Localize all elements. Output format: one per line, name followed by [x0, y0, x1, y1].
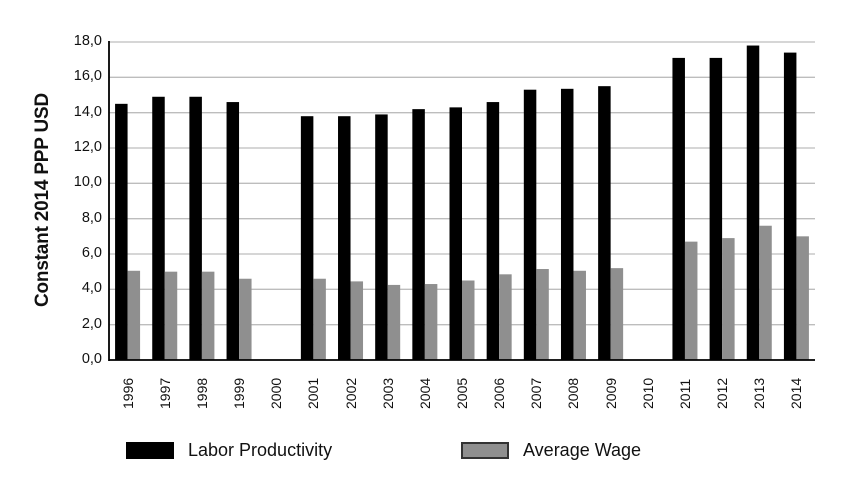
bar-average-wage: [796, 236, 809, 360]
bar-labor-productivity: [412, 109, 425, 360]
x-tick-label: 2007: [528, 377, 545, 409]
x-tick-label: 2011: [676, 378, 693, 409]
bar-average-wage: [722, 238, 735, 360]
bar-labor-productivity: [300, 116, 314, 360]
bar-average-wage: [313, 278, 326, 360]
bar-average-wage: [499, 274, 512, 360]
bar-average-wage: [201, 271, 215, 360]
legend-label-labor-productivity: Labor Productivity: [188, 439, 333, 460]
bar-labor-productivity: [523, 89, 537, 360]
bar-labor-productivity: [486, 102, 500, 361]
bar-average-wage: [239, 278, 252, 360]
bar-labor-productivity: [746, 45, 760, 361]
bar-average-wage: [610, 268, 624, 360]
y-axis-title-container: Constant 2014 PPP USD: [0, 0, 60, 495]
x-tick-label: 2003: [379, 377, 396, 409]
bar-labor-productivity: [338, 116, 351, 360]
y-tick-label: 4,0: [81, 280, 102, 297]
bar-average-wage: [164, 271, 178, 360]
x-tick-label: 1996: [119, 377, 136, 409]
bar-labor-productivity: [783, 52, 797, 360]
bar-average-wage: [462, 280, 475, 360]
legend-item-average-wage: Average Wage: [461, 438, 641, 462]
bar-average-wage: [387, 284, 401, 360]
bar-labor-productivity: [449, 107, 462, 360]
bar-average-wage: [424, 284, 438, 360]
y-tick-label: 14,0: [73, 103, 102, 120]
bar-labor-productivity: [115, 103, 128, 360]
bar-average-wage: [127, 270, 141, 360]
y-tick-label: 10,0: [73, 174, 102, 191]
bar-average-wage: [536, 269, 549, 360]
x-tick-label: 2012: [714, 377, 731, 409]
y-tick-label: 12,0: [73, 139, 102, 155]
x-tick-label: 2002: [342, 377, 359, 409]
y-tick-label: 8,0: [81, 209, 102, 226]
bar-average-wage: [350, 281, 364, 360]
bar-average-wage: [684, 241, 698, 360]
bar-labor-productivity: [598, 86, 611, 361]
bar-labor-productivity: [375, 114, 388, 360]
legend: Labor Productivity Average Wage: [0, 438, 850, 462]
x-tick-label: 1999: [231, 377, 248, 409]
bar-labor-productivity: [226, 102, 240, 361]
y-tick-label: 0,0: [81, 351, 102, 367]
x-tick-label: 2010: [639, 377, 656, 409]
x-tick-label: 2008: [565, 377, 582, 409]
y-tick-label: 16,0: [73, 68, 102, 85]
bar-average-wage: [573, 270, 586, 360]
bar-average-wage: [759, 225, 772, 360]
x-tick-label: 2001: [305, 377, 322, 409]
y-tick-label: 6,0: [81, 245, 102, 261]
legend-label-average-wage: Average Wage: [523, 439, 642, 460]
legend-swatch-labor-productivity: [126, 441, 174, 459]
y-axis-title: Constant 2014 PPP USD: [32, 92, 53, 308]
bar-labor-productivity: [189, 96, 202, 361]
x-tick-label: 2013: [751, 377, 768, 409]
x-tick-label: 2006: [491, 377, 508, 409]
legend-swatch-average-wage: [461, 441, 509, 459]
x-tick-label: 1997: [156, 377, 173, 409]
x-tick-label: 2014: [788, 377, 805, 409]
bar-labor-productivity: [709, 57, 723, 361]
x-tick-label: 2009: [602, 377, 619, 409]
bar-labor-productivity: [560, 88, 574, 361]
x-tick-label: 2005: [454, 377, 470, 409]
bar-labor-productivity: [152, 96, 165, 361]
x-tick-label: 1998: [193, 377, 210, 409]
legend-item-labor-productivity: Labor Productivity: [126, 438, 332, 462]
bar-labor-productivity: [672, 57, 685, 361]
x-tick-label: 2000: [268, 377, 285, 409]
x-tick-label: 2004: [416, 377, 433, 409]
y-tick-label: 18,0: [73, 33, 102, 49]
y-tick-label: 2,0: [81, 315, 102, 332]
